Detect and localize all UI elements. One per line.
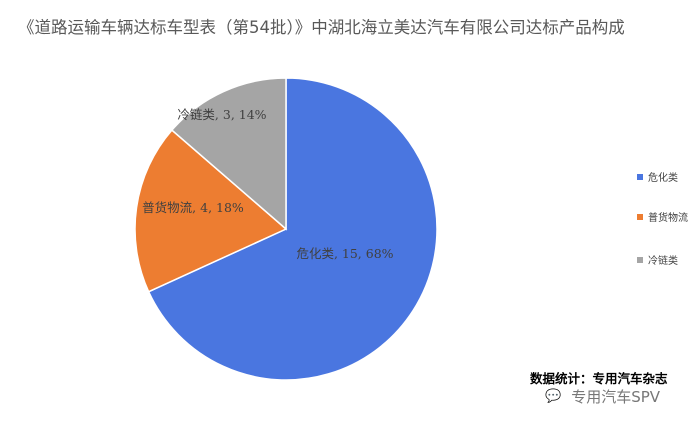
legend-swatch — [637, 213, 643, 220]
legend-label: 危化类 — [648, 173, 678, 184]
wechat-icon: 💬 — [545, 389, 562, 404]
data-source: 数据统计：专用汽车杂志 — [530, 371, 668, 386]
legend-item-0: 危化类 — [637, 169, 678, 184]
legend-item-2: 冷链类 — [637, 252, 678, 267]
watermark-text: 专用汽车SPV — [571, 388, 661, 406]
legend-swatch — [637, 173, 643, 180]
watermark: 💬 专用汽车SPV — [545, 386, 660, 407]
legend-label: 冷链类 — [648, 256, 678, 267]
legend-swatch — [637, 256, 643, 263]
pie-slice-2 — [170, 77, 287, 231]
legend-item-1: 普货物流 — [637, 209, 688, 224]
chart-title: 《道路运输车辆达标车型表（第54批）》中湖北海立美达汽车有限公司达标产品构成 — [18, 18, 625, 37]
pie-slice-1 — [134, 129, 288, 293]
data-label-0: 危化类, 15, 68% — [296, 246, 393, 261]
data-label-1: 普货物流, 4, 18% — [142, 200, 244, 215]
legend-label: 普货物流 — [648, 213, 688, 224]
data-label-2: 冷链类, 3, 14% — [177, 107, 266, 122]
pie-slice-0 — [147, 77, 438, 381]
